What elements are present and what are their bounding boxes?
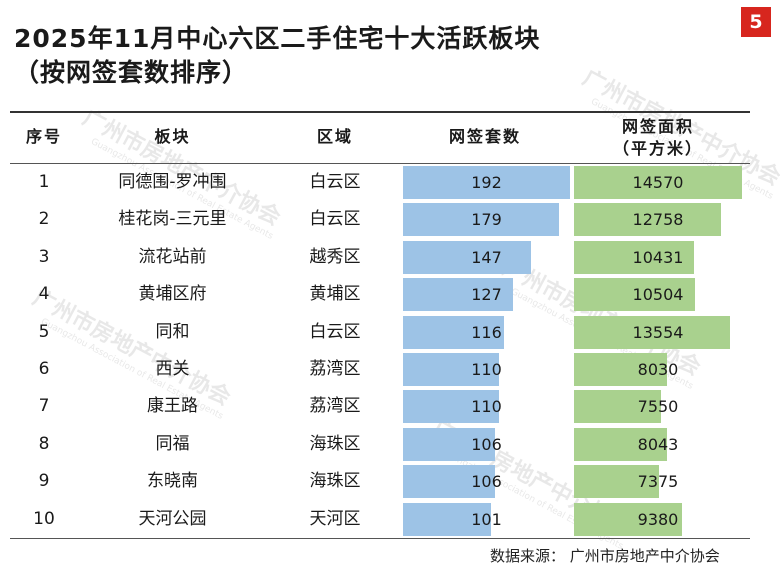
title-line-2: （按网签套数排序） [14,58,249,87]
count-bar-label: 127 [471,285,502,305]
header-count: 网签套数 [448,127,521,146]
district-cell: 海珠区 [309,433,361,454]
area-bar [574,240,695,274]
block-name-cell: 东晓南 [147,471,198,492]
area-bar-label: 14570 [632,173,684,192]
block-name-cell: 同福 [155,433,190,454]
count-bar [403,427,496,461]
count-bar [403,390,499,424]
header-district: 区域 [316,127,353,146]
rank-cell: 9 [38,471,50,492]
rank-cell: 3 [38,246,50,267]
header-area-line-1: 网签面积 [621,117,694,136]
district-cell: 越秀区 [309,246,361,267]
area-bar-label: 10504 [632,285,684,305]
rank-cell: 2 [38,209,50,230]
district-cell: 白云区 [309,321,361,342]
header-rank: 序号 [25,127,62,146]
count-bar-label: 106 [471,434,502,454]
page-title: 2025年11月中心六区二手住宅十大活跃板块 （按网签套数排序） [14,22,654,90]
area-bar-label: 8030 [637,360,679,379]
count-bar [403,240,531,274]
block-name-cell: 同和 [155,321,190,342]
rank-cell: 6 [38,359,50,379]
header-block: 板块 [154,127,191,146]
area-bar-label: 7550 [637,397,679,417]
area-bar [574,353,667,386]
area-bar-label: 12758 [632,210,684,230]
area-bar [574,390,662,424]
count-bar [403,166,570,199]
count-bar [403,465,496,499]
header-area-line-2: （平方米） [612,139,703,158]
count-bar-label: 147 [471,247,502,267]
count-bar [403,502,491,536]
count-bar [403,353,499,386]
block-name-cell: 西关 [155,359,190,379]
count-bar-label: 110 [471,360,502,379]
table-bottom-rule [10,538,750,539]
area-bar-label: 13554 [632,322,684,342]
block-name-cell: 黄埔区府 [138,284,207,305]
table-top-rule [10,111,750,113]
area-bar [574,427,667,461]
block-name-cell: 天河公园 [138,508,207,529]
rank-cell: 8 [38,433,50,454]
area-bar-label: 7375 [637,472,679,492]
count-bar [403,203,559,237]
district-cell: 白云区 [309,209,361,230]
page-number-badge: 5 [741,7,771,37]
block-name-cell: 桂花岗-三元里 [118,209,227,230]
rank-cell: 1 [38,172,50,192]
header-area: 网签面积 （平方米） [573,116,743,160]
area-bar-label: 9380 [637,509,679,529]
area-bar [574,278,696,312]
count-bar-label: 116 [471,322,502,342]
block-name-cell: 同德围-罗冲围 [118,172,227,192]
rank-cell: 5 [38,321,50,342]
area-bar [574,203,722,237]
area-bar-label: 10431 [632,247,684,267]
district-cell: 荔湾区 [309,359,361,379]
data-source-note: 数据来源： 广州市房地产中介协会 [490,547,720,565]
area-bar [574,315,731,349]
area-bar [574,465,660,499]
table-header-rule [10,163,750,164]
block-name-cell: 流花站前 [138,246,207,267]
district-cell: 海珠区 [309,471,361,492]
district-cell: 黄埔区 [309,284,361,305]
area-bar-label: 8043 [637,434,679,454]
count-bar-label: 110 [471,397,502,417]
count-bar-label: 192 [471,173,502,192]
district-cell: 荔湾区 [309,396,361,417]
title-line-1: 2025年11月中心六区二手住宅十大活跃板块 [14,24,541,53]
count-bar [403,315,504,349]
district-cell: 白云区 [309,172,361,192]
district-cell: 天河区 [309,508,361,529]
count-bar-label: 106 [471,472,502,492]
rank-cell: 4 [38,284,50,305]
area-bar [574,166,742,199]
count-bar-label: 101 [471,509,502,529]
area-bar [574,502,683,536]
rank-cell: 10 [33,508,55,529]
block-name-cell: 康王路 [147,396,198,417]
rank-cell: 7 [38,396,50,417]
count-bar-label: 179 [471,210,502,230]
count-bar [403,278,514,312]
